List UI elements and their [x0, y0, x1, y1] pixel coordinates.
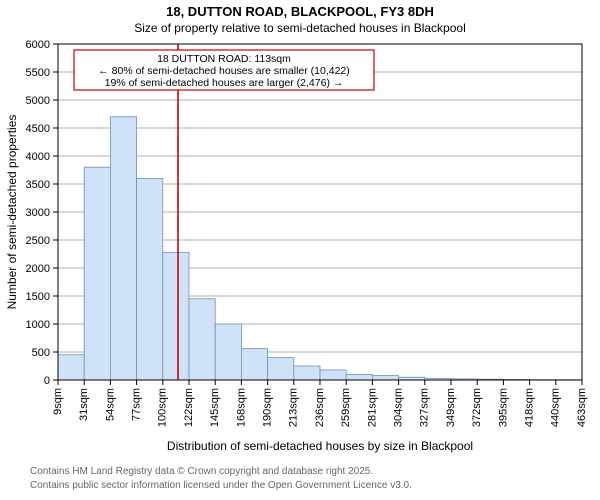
bar	[294, 366, 320, 380]
bar	[346, 374, 372, 380]
bar	[137, 178, 163, 380]
ytick-label: 6000	[26, 39, 50, 51]
annotation-line3: 19% of semi-detached houses are larger (…	[105, 77, 344, 89]
bar	[320, 370, 346, 380]
xtick-label: 440sqm	[550, 388, 562, 427]
credit-line2: Contains public sector information licen…	[30, 480, 412, 491]
ytick-label: 500	[32, 347, 50, 359]
ytick-label: 4000	[26, 151, 50, 163]
xtick-label: 100sqm	[157, 388, 169, 427]
bar	[372, 376, 398, 380]
xtick-label: 31sqm	[78, 388, 90, 421]
xtick-label: 9sqm	[52, 388, 64, 415]
ytick-label: 3500	[26, 179, 50, 191]
xtick-label: 281sqm	[366, 388, 378, 427]
xtick-label: 213sqm	[288, 388, 300, 427]
xtick-label: 327sqm	[419, 388, 431, 427]
xtick-label: 190sqm	[262, 388, 274, 427]
histogram-svg: 0 500 1000 1500 2000 2500 3000 3500 4000 4500 5000…	[0, 0, 600, 500]
ytick-label: 0	[44, 375, 50, 387]
bar	[110, 117, 136, 380]
ytick-label: 2000	[26, 263, 50, 275]
xtick-label: 122sqm	[183, 388, 195, 427]
xtick-label: 304sqm	[393, 388, 405, 427]
annotation-line2: ← 80% of semi-detached houses are smalle…	[98, 65, 350, 77]
xtick-label: 77sqm	[131, 388, 143, 421]
xtick-label: 259sqm	[340, 388, 352, 427]
ytick-label: 1000	[26, 319, 50, 331]
xtick-label: 349sqm	[445, 388, 457, 427]
annotation-line1: 18 DUTTON ROAD: 113sqm	[157, 53, 291, 65]
xtick-label: 145sqm	[209, 388, 221, 427]
bar	[58, 355, 84, 380]
bar	[268, 358, 294, 380]
title-line2: Size of property relative to semi-detach…	[134, 21, 466, 35]
xtick-label: 372sqm	[471, 388, 483, 427]
xtick-label: 418sqm	[524, 388, 536, 427]
xtick-label: 54sqm	[104, 388, 116, 421]
ytick-label: 1500	[26, 291, 50, 303]
bar	[84, 167, 110, 380]
title-line1: 18, DUTTON ROAD, BLACKPOOL, FY3 8DH	[166, 4, 434, 19]
xtick-label: 236sqm	[314, 388, 326, 427]
ytick-label: 2500	[26, 235, 50, 247]
xtick-label: 395sqm	[497, 388, 509, 427]
ytick-label: 5500	[26, 67, 50, 79]
x-axis-label: Distribution of semi-detached houses by …	[167, 439, 473, 453]
ytick-label: 5000	[26, 95, 50, 107]
credit-line1: Contains HM Land Registry data © Crown c…	[30, 466, 373, 477]
xtick-label: 463sqm	[576, 388, 588, 427]
xtick-label: 168sqm	[235, 388, 247, 427]
bar	[189, 299, 215, 380]
ytick-label: 4500	[26, 123, 50, 135]
bar	[163, 252, 189, 380]
chart-container: { "title_line1": "18, DUTTON ROAD, BLACK…	[0, 0, 600, 500]
ytick-label: 3000	[26, 207, 50, 219]
y-axis-label: Number of semi-detached properties	[5, 115, 19, 310]
bar	[215, 324, 241, 380]
bar	[241, 349, 267, 380]
